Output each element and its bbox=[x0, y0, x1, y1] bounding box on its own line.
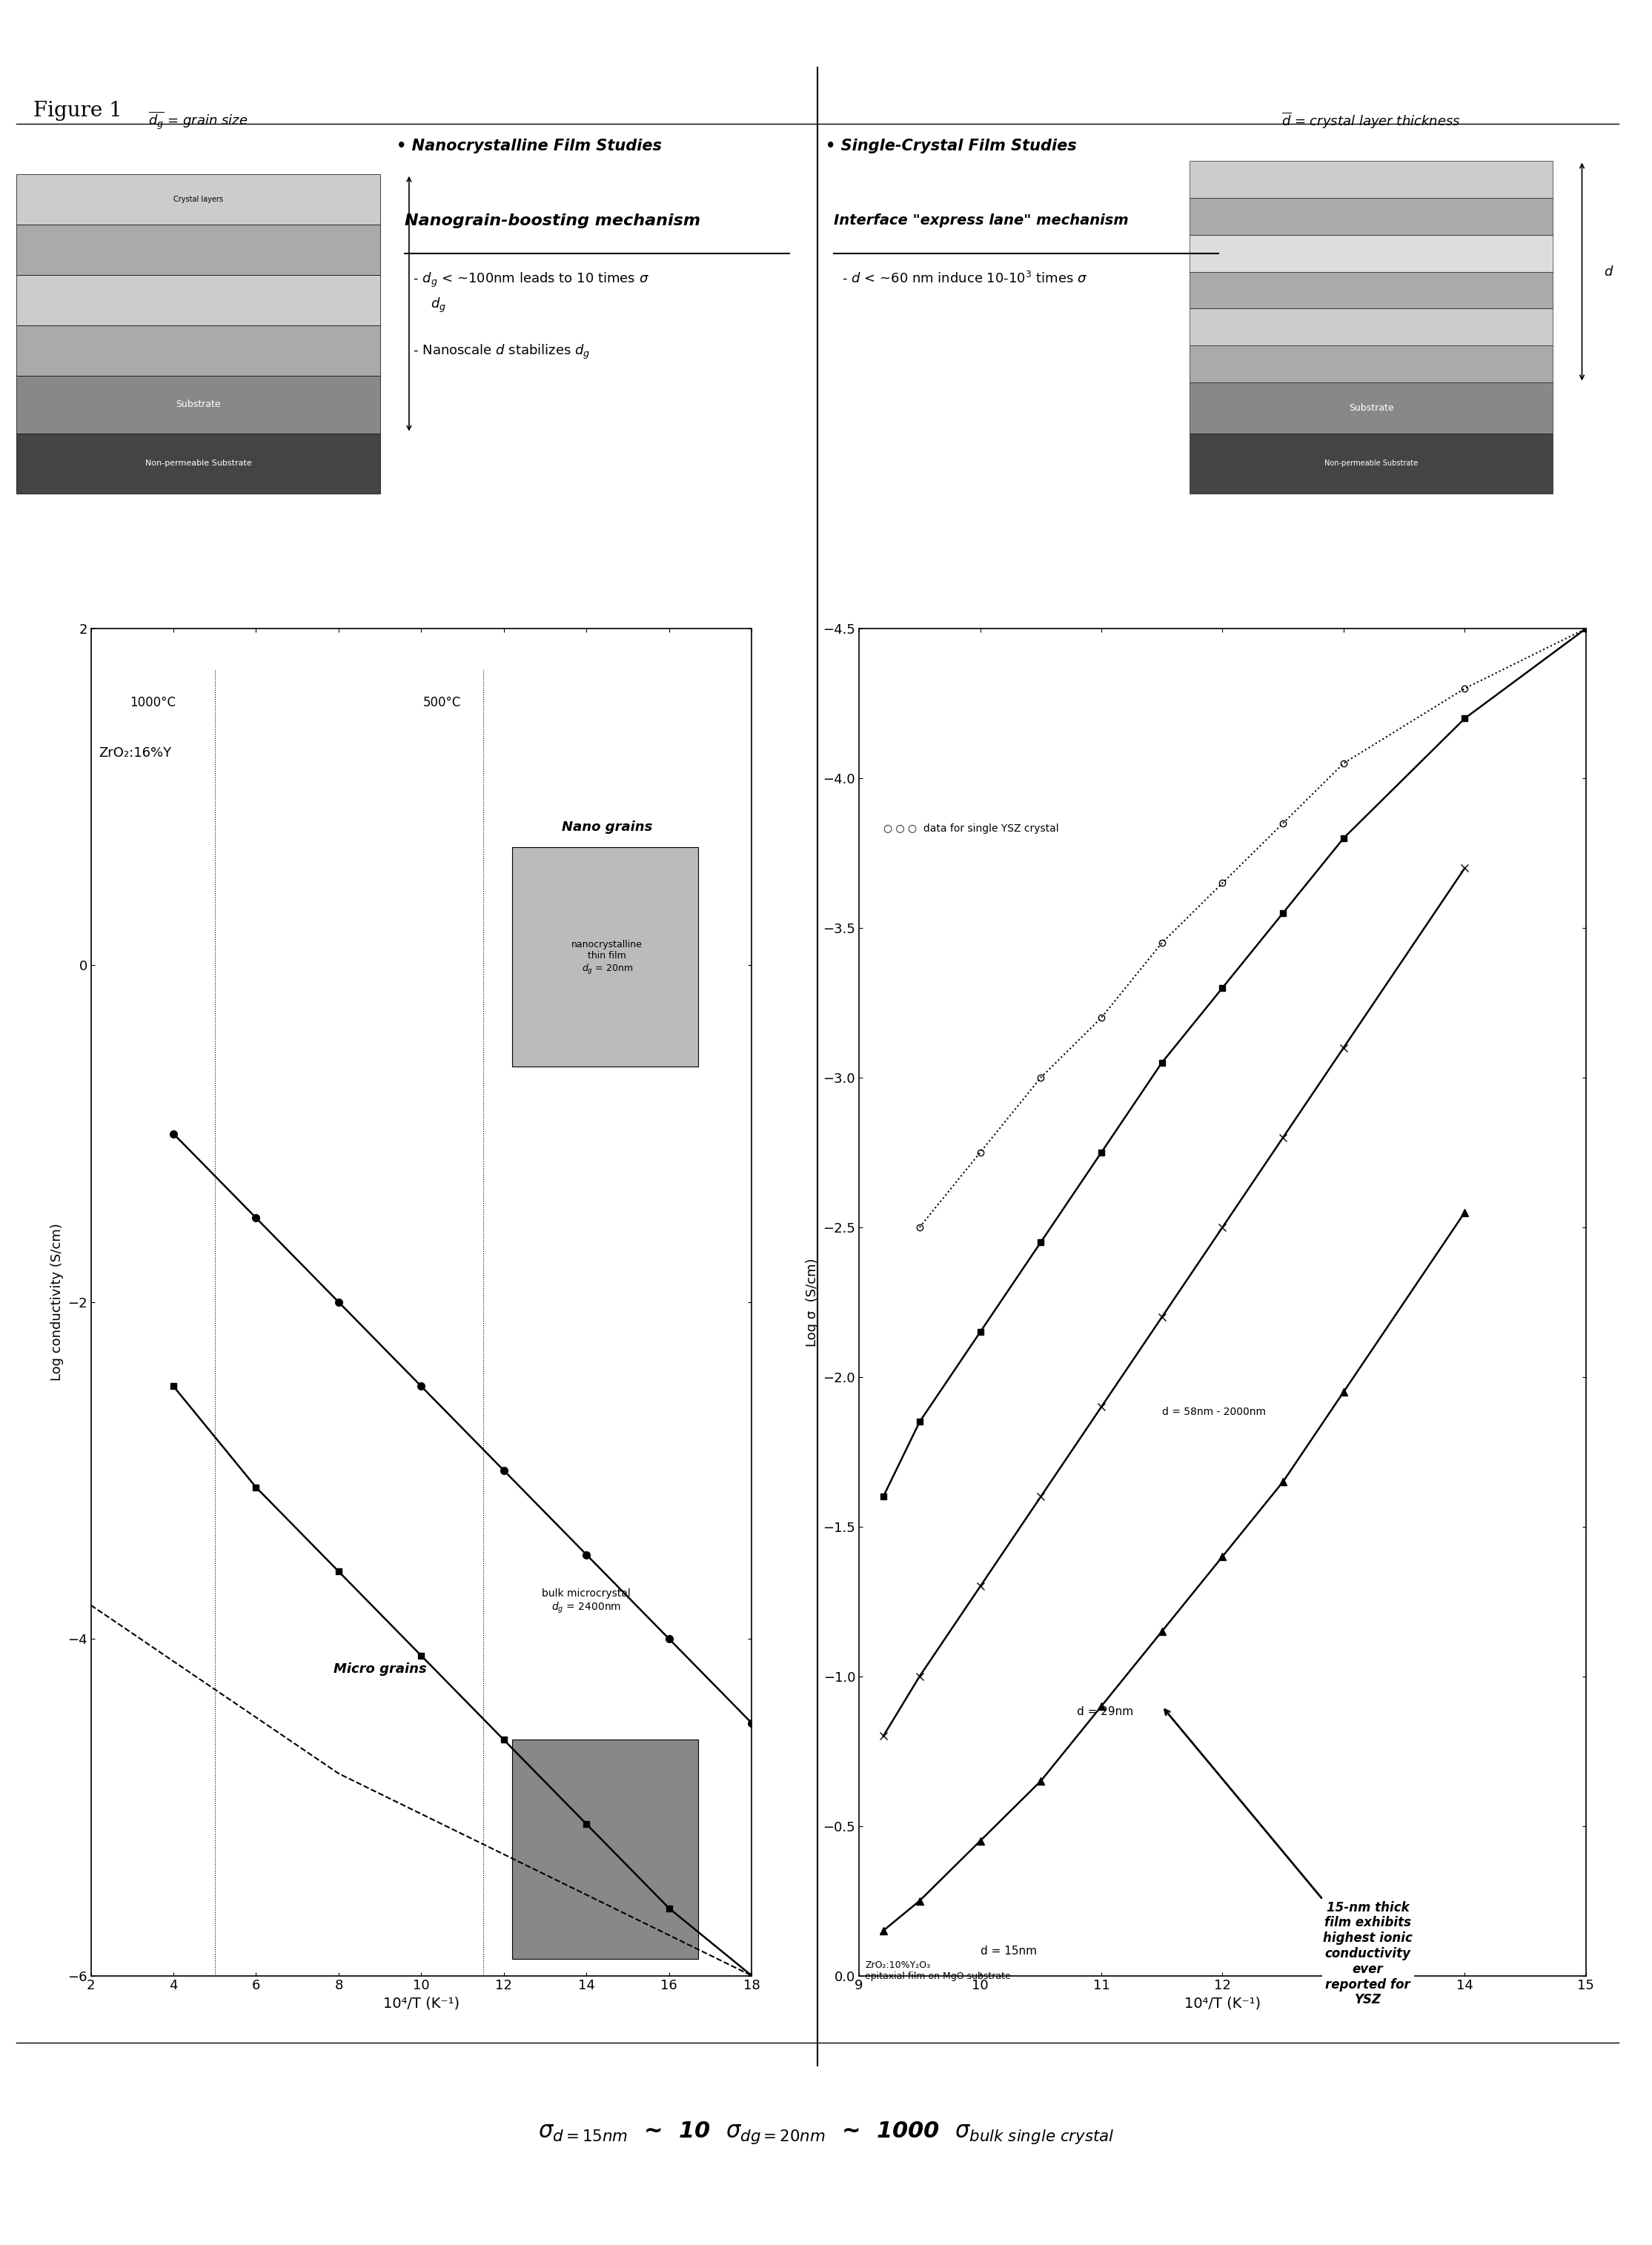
Bar bbox=[1189, 233, 1553, 272]
Text: $\overline{d_g}$ = grain size: $\overline{d_g}$ = grain size bbox=[149, 110, 248, 130]
Text: • Single-Crystal Film Studies: • Single-Crystal Film Studies bbox=[826, 139, 1077, 153]
Text: $\sigma_{d=15nm}$  ~  10  $\sigma_{dg=20nm}$  ~  1000  $\sigma_{bulk\ single\ cr: $\sigma_{d=15nm}$ ~ 10 $\sigma_{dg=20nm}… bbox=[539, 2119, 1113, 2146]
Text: $d_g$: $d_g$ bbox=[431, 296, 446, 314]
Text: d = 15nm: d = 15nm bbox=[980, 1946, 1036, 1958]
Text: ZrO₂:10%Y₂O₃
epitaxial film on MgO substrate: ZrO₂:10%Y₂O₃ epitaxial film on MgO subst… bbox=[866, 1960, 1011, 1982]
Text: ○ ○ ○  data for single YSZ crystal: ○ ○ ○ data for single YSZ crystal bbox=[884, 824, 1059, 833]
Text: bulk microcrystal
$d_g$ = 2400nm: bulk microcrystal $d_g$ = 2400nm bbox=[542, 1589, 631, 1614]
Text: d = 29nm: d = 29nm bbox=[1077, 1706, 1133, 1717]
Text: Nanograin-boosting mechanism: Nanograin-boosting mechanism bbox=[405, 213, 700, 229]
Y-axis label: Log conductivity (S/cm): Log conductivity (S/cm) bbox=[50, 1224, 63, 1381]
Bar bbox=[1189, 346, 1553, 382]
Text: ZrO₂:16%Y: ZrO₂:16%Y bbox=[99, 745, 172, 759]
Bar bbox=[1189, 159, 1553, 198]
Text: Figure 1: Figure 1 bbox=[33, 101, 122, 121]
Y-axis label: Log σ  (S/cm): Log σ (S/cm) bbox=[806, 1257, 819, 1347]
Bar bbox=[17, 173, 380, 225]
Bar bbox=[17, 326, 380, 375]
Bar bbox=[1189, 433, 1553, 494]
Bar bbox=[1189, 198, 1553, 233]
Bar bbox=[1189, 308, 1553, 346]
Bar bbox=[1189, 272, 1553, 308]
Text: 500°C: 500°C bbox=[423, 696, 461, 709]
X-axis label: 10⁴/T (K⁻¹): 10⁴/T (K⁻¹) bbox=[383, 1996, 459, 2012]
Text: Substrate: Substrate bbox=[1348, 404, 1394, 413]
Text: $d$: $d$ bbox=[1604, 265, 1614, 278]
Text: - $d$ < ~60 nm induce 10-10$^3$ times $\sigma$: - $d$ < ~60 nm induce 10-10$^3$ times $\… bbox=[834, 272, 1087, 285]
Text: Non-permeable Substrate: Non-permeable Substrate bbox=[145, 460, 251, 467]
Bar bbox=[17, 375, 380, 433]
Text: • Nanocrystalline Film Studies: • Nanocrystalline Film Studies bbox=[396, 139, 662, 153]
Text: Crystal layers: Crystal layers bbox=[173, 195, 223, 202]
Text: - $d_g$ < ~100nm leads to 10 times $\sigma$: - $d_g$ < ~100nm leads to 10 times $\sig… bbox=[405, 272, 649, 290]
Text: Micro grains: Micro grains bbox=[334, 1661, 426, 1675]
Text: 15-nm thick
film exhibits
highest ionic
conductivity
ever
reported for
YSZ: 15-nm thick film exhibits highest ionic … bbox=[1165, 1708, 1412, 2007]
Bar bbox=[1189, 382, 1553, 433]
Text: d = 58nm - 2000nm: d = 58nm - 2000nm bbox=[1161, 1408, 1265, 1417]
X-axis label: 10⁴/T (K⁻¹): 10⁴/T (K⁻¹) bbox=[1184, 1996, 1260, 2012]
Text: Substrate: Substrate bbox=[175, 400, 221, 409]
Text: Interface "express lane" mechanism: Interface "express lane" mechanism bbox=[834, 213, 1128, 227]
Bar bbox=[17, 433, 380, 494]
Bar bbox=[512, 846, 697, 1066]
Bar bbox=[512, 1740, 697, 1958]
Text: 1000°C: 1000°C bbox=[131, 696, 175, 709]
Text: Nano grains: Nano grains bbox=[562, 819, 653, 833]
Text: - Nanoscale $d$ stabilizes $d_g$: - Nanoscale $d$ stabilizes $d_g$ bbox=[405, 343, 590, 361]
Text: $\overline{d}$ = crystal layer thickness: $\overline{d}$ = crystal layer thickness bbox=[1282, 110, 1460, 130]
Text: nanocrystalline
thin film
$d_g$ = 20nm: nanocrystalline thin film $d_g$ = 20nm bbox=[572, 941, 643, 977]
Text: Non-permeable Substrate: Non-permeable Substrate bbox=[1325, 460, 1417, 467]
Bar bbox=[17, 225, 380, 274]
Bar bbox=[17, 274, 380, 326]
